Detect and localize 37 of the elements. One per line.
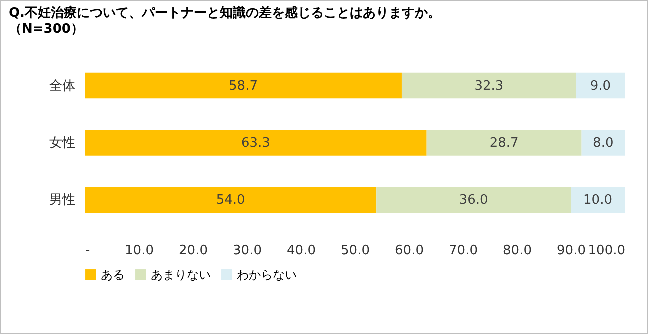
x-tick-label: 70.0 xyxy=(449,244,478,258)
bar xyxy=(85,187,377,214)
x-tick-label: 80.0 xyxy=(503,244,532,258)
bar xyxy=(571,187,625,214)
y-tick-label: 女性 xyxy=(50,136,76,151)
chart-title: Q.不妊治療について、パートナーと知識の差を感じることはありますか。 xyxy=(9,5,441,21)
bar xyxy=(85,130,427,156)
legend-label: ある xyxy=(101,268,125,282)
bar xyxy=(402,72,576,99)
bar xyxy=(85,72,402,99)
data-label: 58.7 xyxy=(229,78,258,94)
x-tick-label: 10.0 xyxy=(125,244,154,258)
bar xyxy=(576,72,625,99)
bar xyxy=(376,187,571,214)
data-label: 36.0 xyxy=(459,193,488,208)
data-label: 9.0 xyxy=(590,78,612,94)
legend-label: あまりない xyxy=(151,268,211,282)
x-tick-label: 30.0 xyxy=(233,244,262,258)
x-tick-label: - xyxy=(86,244,90,258)
x-tick-label: 100.0 xyxy=(588,244,626,258)
chart-subtitle: （N=300） xyxy=(9,22,84,37)
bar xyxy=(426,130,582,156)
bar xyxy=(582,130,625,156)
x-tick-label: 60.0 xyxy=(395,244,424,258)
y-tick-label: 全体 xyxy=(50,78,76,94)
data-label: 63.3 xyxy=(241,136,270,151)
x-tick-label: 20.0 xyxy=(179,244,208,258)
y-tick-label: 男性 xyxy=(50,193,76,208)
x-tick-label: 50.0 xyxy=(341,244,370,258)
x-tick-label: 40.0 xyxy=(287,244,316,258)
data-label: 8.0 xyxy=(593,136,614,151)
x-tick-label: 90.0 xyxy=(557,244,586,258)
data-label: 10.0 xyxy=(584,193,612,208)
data-label: 28.7 xyxy=(490,136,519,151)
legend-label: わからない xyxy=(237,268,297,282)
data-label: 54.0 xyxy=(216,193,246,208)
data-label: 32.3 xyxy=(474,78,504,94)
